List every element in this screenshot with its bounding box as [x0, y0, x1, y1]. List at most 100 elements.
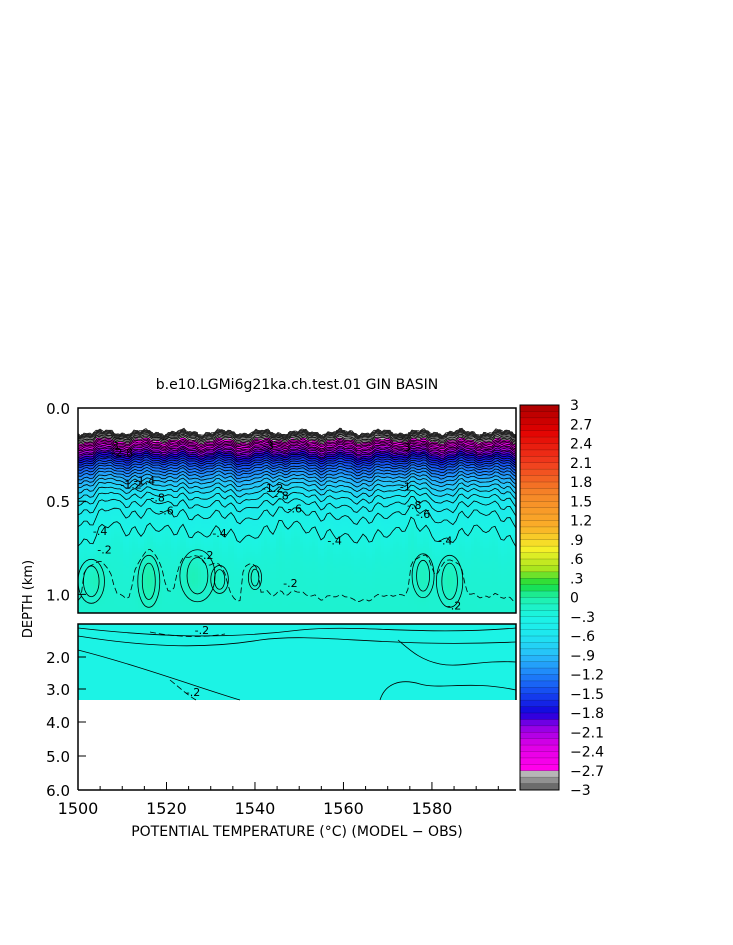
field-cell [96, 542, 100, 545]
field-cell [168, 490, 172, 493]
field-cell [147, 608, 151, 611]
field-cell [147, 532, 151, 535]
field-cell [201, 592, 205, 595]
field-cell [96, 554, 100, 557]
field-cell [210, 586, 214, 589]
field-cell [201, 494, 205, 497]
field-cell [108, 526, 112, 529]
field-cell [195, 600, 199, 603]
field-cell [186, 456, 190, 459]
field-cell [219, 432, 223, 435]
field-cell [123, 526, 127, 529]
field-cell [93, 424, 97, 427]
field-cell [156, 410, 160, 413]
field-cell [126, 610, 130, 613]
field-cell [147, 524, 151, 527]
field-cell [129, 560, 133, 563]
field-cell [144, 442, 148, 445]
field-cell [87, 504, 91, 507]
field-cell [81, 584, 85, 587]
field-cell [195, 526, 199, 529]
field-cell [129, 508, 133, 511]
field-cell [177, 498, 181, 501]
field-cell [180, 438, 184, 441]
field-cell [81, 516, 85, 519]
field-cell [159, 598, 163, 601]
field-cell [219, 598, 223, 601]
field-cell [219, 500, 223, 503]
field-cell [219, 572, 223, 575]
field-cell [84, 416, 88, 419]
field-cell [216, 582, 220, 585]
field-cell [168, 498, 172, 501]
field-cell [207, 444, 211, 447]
field-cell [192, 468, 196, 471]
field-cell [144, 416, 148, 419]
field-cell [102, 536, 106, 539]
field-cell [93, 604, 97, 607]
field-cell [210, 520, 214, 523]
field-cell [93, 608, 97, 611]
field-cell [171, 438, 175, 441]
field-cell [216, 460, 220, 463]
field-cell [174, 514, 178, 517]
field-cell [135, 592, 139, 595]
field-cell [150, 490, 154, 493]
field-cell [171, 516, 175, 519]
field-cell [132, 508, 136, 511]
field-cell [207, 482, 211, 485]
field-cell [150, 606, 154, 609]
field-cell [138, 474, 142, 477]
field-cell [102, 458, 106, 461]
field-cell [141, 514, 145, 517]
field-cell [210, 506, 214, 509]
field-cell [171, 586, 175, 589]
field-cell [192, 504, 196, 507]
field-cell [162, 610, 166, 613]
field-cell [213, 512, 217, 515]
field-cell [219, 486, 223, 489]
field-cell [216, 540, 220, 543]
field-cell [171, 590, 175, 593]
field-cell [138, 598, 142, 601]
field-cell [93, 528, 97, 531]
field-cell [123, 488, 127, 491]
field-cell [177, 586, 181, 589]
field-cell [108, 564, 112, 567]
field-cell [129, 472, 133, 475]
field-cell [114, 526, 118, 529]
field-cell [87, 560, 91, 563]
field-cell [96, 576, 100, 579]
field-cell [168, 500, 172, 503]
field-cell [153, 410, 157, 413]
field-cell [207, 470, 211, 473]
field-cell [150, 408, 154, 411]
field-cell [96, 526, 100, 529]
field-cell [189, 590, 193, 593]
field-cell [138, 568, 142, 571]
field-cell [108, 428, 112, 431]
field-cell [189, 566, 193, 569]
field-cell [141, 466, 145, 469]
field-cell [168, 428, 172, 431]
field-cell [102, 526, 106, 529]
field-cell [159, 520, 163, 523]
field-cell [177, 550, 181, 553]
field-cell [156, 508, 160, 511]
field-cell [186, 488, 190, 491]
field-cell [177, 496, 181, 499]
field-cell [195, 428, 199, 431]
field-cell [129, 562, 133, 565]
field-cell [105, 610, 109, 613]
field-cell [162, 486, 166, 489]
field-cell [171, 596, 175, 599]
field-cell [99, 520, 103, 523]
field-cell [165, 580, 169, 583]
field-cell [96, 592, 100, 595]
field-cell [84, 546, 88, 549]
field-cell [99, 534, 103, 537]
field-cell [162, 572, 166, 575]
field-cell [126, 468, 130, 471]
field-cell [87, 414, 91, 417]
field-cell [195, 566, 199, 569]
